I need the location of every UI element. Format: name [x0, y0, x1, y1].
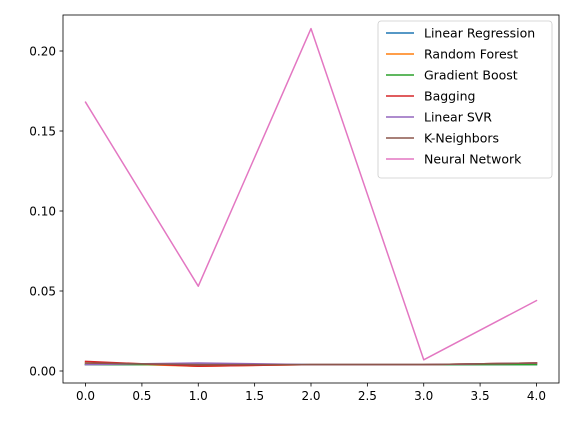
- x-tick-label: 1.0: [189, 389, 208, 403]
- legend-label-3: Bagging: [424, 89, 475, 104]
- y-tick-label: 0.20: [29, 44, 56, 58]
- legend-box: [377, 20, 553, 179]
- legend-label-5: K-Neighbors: [424, 131, 499, 146]
- x-tick-label: 4.0: [527, 389, 546, 403]
- x-tick-label: 0.5: [132, 389, 151, 403]
- series-line-6: [84, 27, 538, 361]
- series-line-5: [84, 362, 538, 366]
- legend-label-2: Gradient Boost: [424, 68, 518, 83]
- y-tick-label: 0.05: [29, 284, 56, 298]
- axes: 0.0 0.5 1.0 1.5 2.0 2.5 3.0 3.5 4.0 0.00 0.05 0.10 0…: [29, 14, 560, 403]
- legend-label-4: Linear SVR: [424, 110, 492, 125]
- x-tick-label: 3.0: [414, 389, 433, 403]
- y-tick-label: 0.15: [29, 124, 56, 138]
- series-lines: [84, 27, 538, 367]
- legend-label-6: Neural Network: [424, 152, 522, 167]
- legend-label-1: Random Forest: [424, 47, 518, 62]
- legend-label-0: Linear Regression: [424, 26, 535, 41]
- y-tick-label: 0.00: [29, 364, 56, 378]
- x-tick-label: 3.5: [471, 389, 490, 403]
- legend: Linear Regression Random Forest Gradient B…: [377, 20, 553, 179]
- x-tick-label: 2.0: [301, 389, 320, 403]
- x-tick-label: 2.5: [358, 389, 377, 403]
- x-tick-label: 0.0: [76, 389, 95, 403]
- x-tick-label: 1.5: [245, 389, 264, 403]
- y-tick-label: 0.10: [29, 204, 56, 218]
